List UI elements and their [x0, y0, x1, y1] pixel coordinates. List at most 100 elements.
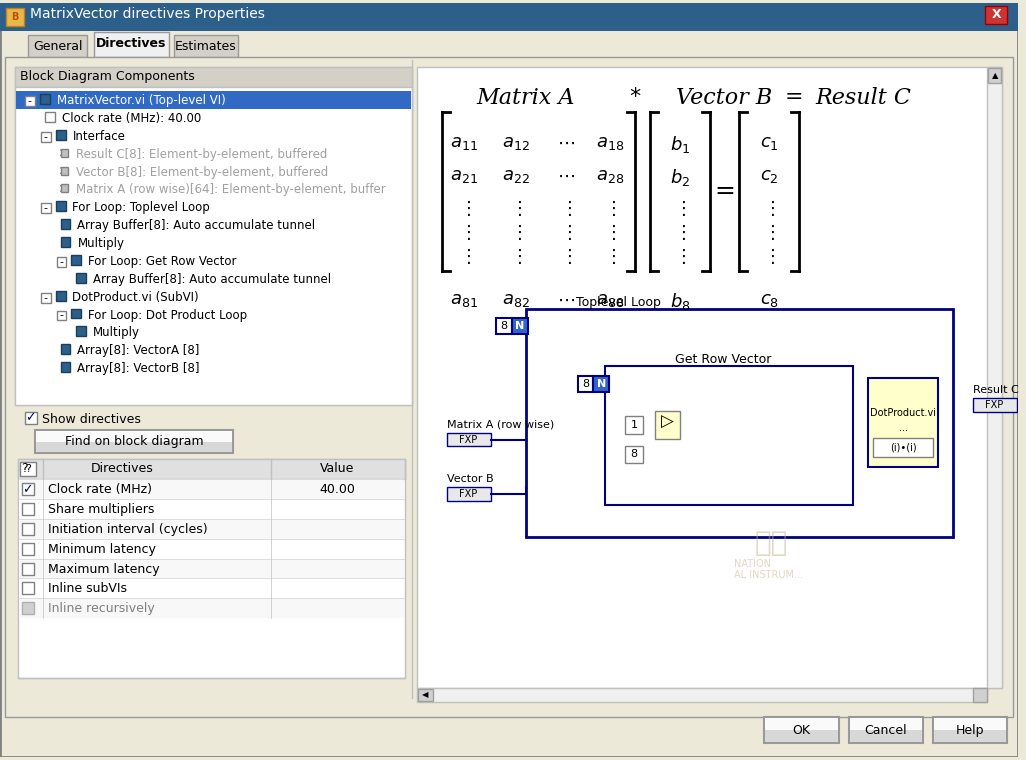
Bar	[578, 376, 593, 392]
Bar	[61, 149, 69, 157]
Text: Minimum latency: Minimum latency	[47, 543, 156, 556]
Text: $\cdots$: $\cdots$	[557, 134, 575, 152]
Text: $\vdots$: $\vdots$	[510, 223, 522, 242]
Bar	[55, 201, 66, 211]
Text: $\vdots$: $\vdots$	[459, 223, 470, 242]
Bar	[5, 30, 1014, 61]
Bar	[625, 445, 643, 464]
Bar	[765, 730, 837, 743]
Bar	[446, 487, 491, 501]
Bar	[15, 68, 411, 405]
Text: $a_{21}$: $a_{21}$	[450, 166, 478, 185]
Text: =: =	[714, 179, 735, 204]
Text: Vector B[8]: Element-by-element, buffered: Vector B[8]: Element-by-element, buffere…	[76, 166, 328, 179]
Text: Result C: Result C	[816, 87, 911, 109]
Bar	[868, 378, 938, 467]
Text: ?: ?	[25, 464, 31, 474]
Bar	[446, 432, 491, 446]
Bar	[18, 578, 404, 598]
Text: $\vdots$: $\vdots$	[560, 199, 571, 218]
Bar	[18, 519, 404, 539]
Text: Array Buffer[8]: Auto accumulate tunnel: Array Buffer[8]: Auto accumulate tunnel	[93, 273, 331, 286]
Bar	[61, 362, 71, 372]
Text: ▷: ▷	[661, 413, 673, 431]
Text: Inline subVIs: Inline subVIs	[47, 582, 126, 595]
Text: DotProduct.vi (SubVI): DotProduct.vi (SubVI)	[73, 290, 199, 304]
Text: Vector B: Vector B	[446, 474, 494, 484]
Bar	[22, 582, 34, 594]
Text: Matrix A: Matrix A	[477, 87, 576, 109]
Text: $a_{28}$: $a_{28}$	[596, 166, 625, 185]
Text: 40.00: 40.00	[319, 483, 355, 496]
Text: Show directives: Show directives	[42, 413, 141, 426]
Bar	[497, 318, 512, 334]
Bar	[41, 132, 50, 142]
Text: $\vdots$: $\vdots$	[674, 247, 685, 266]
Text: FXP: FXP	[460, 489, 477, 499]
Text: $\cdots$: $\cdots$	[557, 166, 575, 185]
Text: 8: 8	[631, 449, 638, 460]
Text: Share multipliers: Share multipliers	[47, 503, 154, 516]
Bar	[76, 273, 86, 283]
Text: MatrixVector.vi (Top-level VI): MatrixVector.vi (Top-level VI)	[56, 94, 226, 107]
Text: General: General	[33, 40, 82, 52]
Bar	[933, 717, 1008, 743]
Text: $b_1$: $b_1$	[670, 134, 689, 155]
Text: -: -	[60, 311, 64, 321]
Text: Maximum latency: Maximum latency	[47, 562, 159, 575]
Bar	[41, 293, 50, 302]
Text: $\vdots$: $\vdots$	[560, 223, 571, 242]
Bar	[61, 344, 71, 354]
Bar	[6, 8, 24, 26]
Text: Result C: Result C	[973, 385, 1019, 395]
Text: Matrix A (row wise)[64]: Element-by-element, buffer: Matrix A (row wise)[64]: Element-by-elem…	[76, 183, 386, 197]
Text: Find on block diagram: Find on block diagram	[65, 435, 203, 448]
Text: $a_{22}$: $a_{22}$	[502, 166, 530, 185]
Bar	[593, 376, 609, 392]
Bar	[18, 598, 404, 618]
Bar	[55, 130, 66, 140]
Bar	[764, 717, 838, 743]
Text: $\vdots$: $\vdots$	[560, 247, 571, 266]
Text: Toplevel Loop: Toplevel Loop	[576, 296, 661, 309]
Bar	[986, 6, 1008, 24]
Text: Directives: Directives	[95, 36, 166, 49]
Text: $\vdots$: $\vdots$	[763, 223, 775, 242]
Text: N: N	[515, 321, 524, 331]
Bar	[988, 68, 1001, 84]
Bar	[61, 166, 69, 175]
Bar	[25, 412, 37, 423]
Bar	[55, 290, 66, 301]
Text: ◀: ◀	[422, 690, 428, 699]
Text: -: -	[44, 131, 47, 142]
Bar	[173, 35, 238, 58]
Text: 8: 8	[582, 379, 589, 389]
Text: $a_{18}$: $a_{18}$	[596, 134, 625, 152]
Text: X: X	[991, 8, 1001, 21]
Bar	[72, 255, 81, 265]
Bar	[512, 318, 528, 334]
Text: $\vdots$: $\vdots$	[604, 223, 617, 242]
Text: Help: Help	[955, 724, 984, 737]
Bar	[15, 91, 410, 109]
Bar	[61, 237, 71, 247]
Text: ?: ?	[21, 462, 28, 475]
Bar	[22, 562, 34, 575]
Text: Array Buffer[8]: Auto accumulate tunnel: Array Buffer[8]: Auto accumulate tunnel	[77, 219, 316, 233]
Text: $b_2$: $b_2$	[670, 166, 689, 188]
Text: B: B	[11, 11, 18, 22]
Bar	[41, 204, 50, 214]
Text: $\vdots$: $\vdots$	[674, 199, 685, 218]
Bar	[765, 718, 837, 730]
Text: Directives: Directives	[90, 462, 154, 475]
Text: $a_{82}$: $a_{82}$	[502, 290, 530, 309]
Text: $\vdots$: $\vdots$	[763, 199, 775, 218]
Text: $c_1$: $c_1$	[759, 134, 779, 152]
Text: ✓: ✓	[23, 483, 33, 496]
Bar	[94, 32, 168, 58]
Text: $c_2$: $c_2$	[760, 166, 779, 185]
Bar	[35, 429, 233, 454]
Text: DotProduct.vi: DotProduct.vi	[870, 408, 936, 418]
Text: $b_8$: $b_8$	[670, 290, 690, 312]
Bar	[36, 431, 232, 442]
